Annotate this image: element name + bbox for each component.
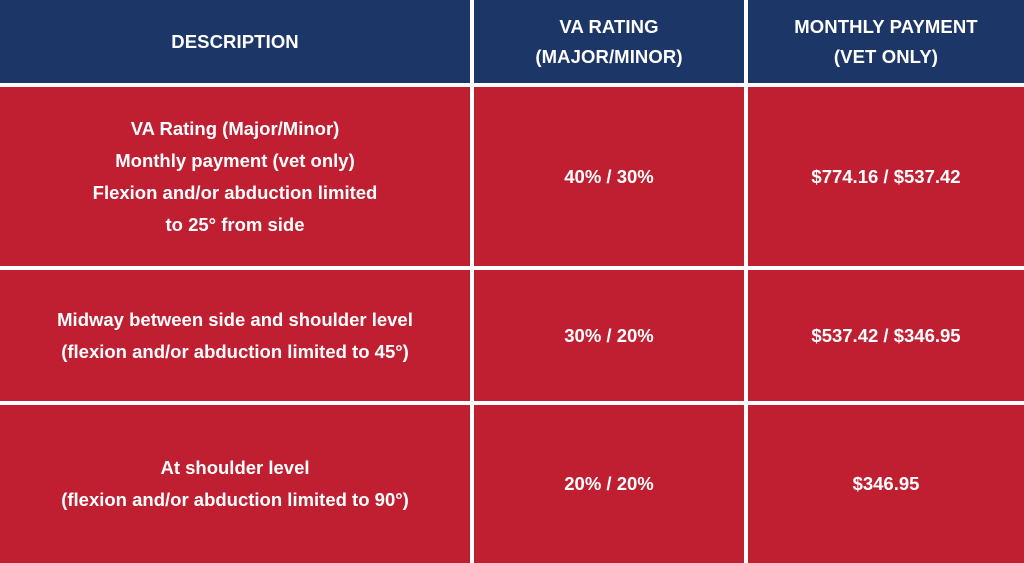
row-monthly-payment-text: $774.16 / $537.42: [811, 165, 961, 187]
table-row-2-description: Midway between side and shoulder level (…: [0, 270, 474, 405]
header-description-label: DESCRIPTION: [171, 30, 299, 52]
table-row-1-description: VA Rating (Major/Minor) Monthly payment …: [0, 87, 474, 270]
row-monthly-payment-text: $346.95: [852, 473, 920, 494]
table-row-2-va-rating: 30% / 20%: [474, 270, 748, 405]
row-va-rating-text: 40% / 30%: [564, 165, 654, 187]
header-monthly-payment-label: MONTHLY PAYMENT (VET ONLY): [794, 15, 978, 67]
header-va-rating-label: VA RATING (MAJOR/MINOR): [535, 15, 683, 67]
table-row-3-va-rating: 20% / 20%: [474, 405, 748, 563]
table-row-3-monthly-payment: $346.95: [748, 405, 1024, 563]
row-va-rating-text: 30% / 20%: [564, 324, 654, 346]
row-description-text: At shoulder level (flexion and/or abduct…: [61, 457, 409, 510]
header-va-rating: VA RATING (MAJOR/MINOR): [474, 0, 748, 87]
table-row-1-monthly-payment: $774.16 / $537.42: [748, 87, 1024, 270]
row-va-rating-text: 20% / 20%: [564, 473, 654, 494]
header-description: DESCRIPTION: [0, 0, 474, 87]
row-monthly-payment-text: $537.42 / $346.95: [811, 324, 961, 346]
table-row-2-monthly-payment: $537.42 / $346.95: [748, 270, 1024, 405]
header-monthly-payment: MONTHLY PAYMENT (VET ONLY): [748, 0, 1024, 87]
row-description-text: VA Rating (Major/Minor) Monthly payment …: [92, 117, 378, 235]
row-description-text: Midway between side and shoulder level (…: [57, 308, 413, 362]
table-row-1-va-rating: 40% / 30%: [474, 87, 748, 270]
table-row-3-description: At shoulder level (flexion and/or abduct…: [0, 405, 474, 563]
